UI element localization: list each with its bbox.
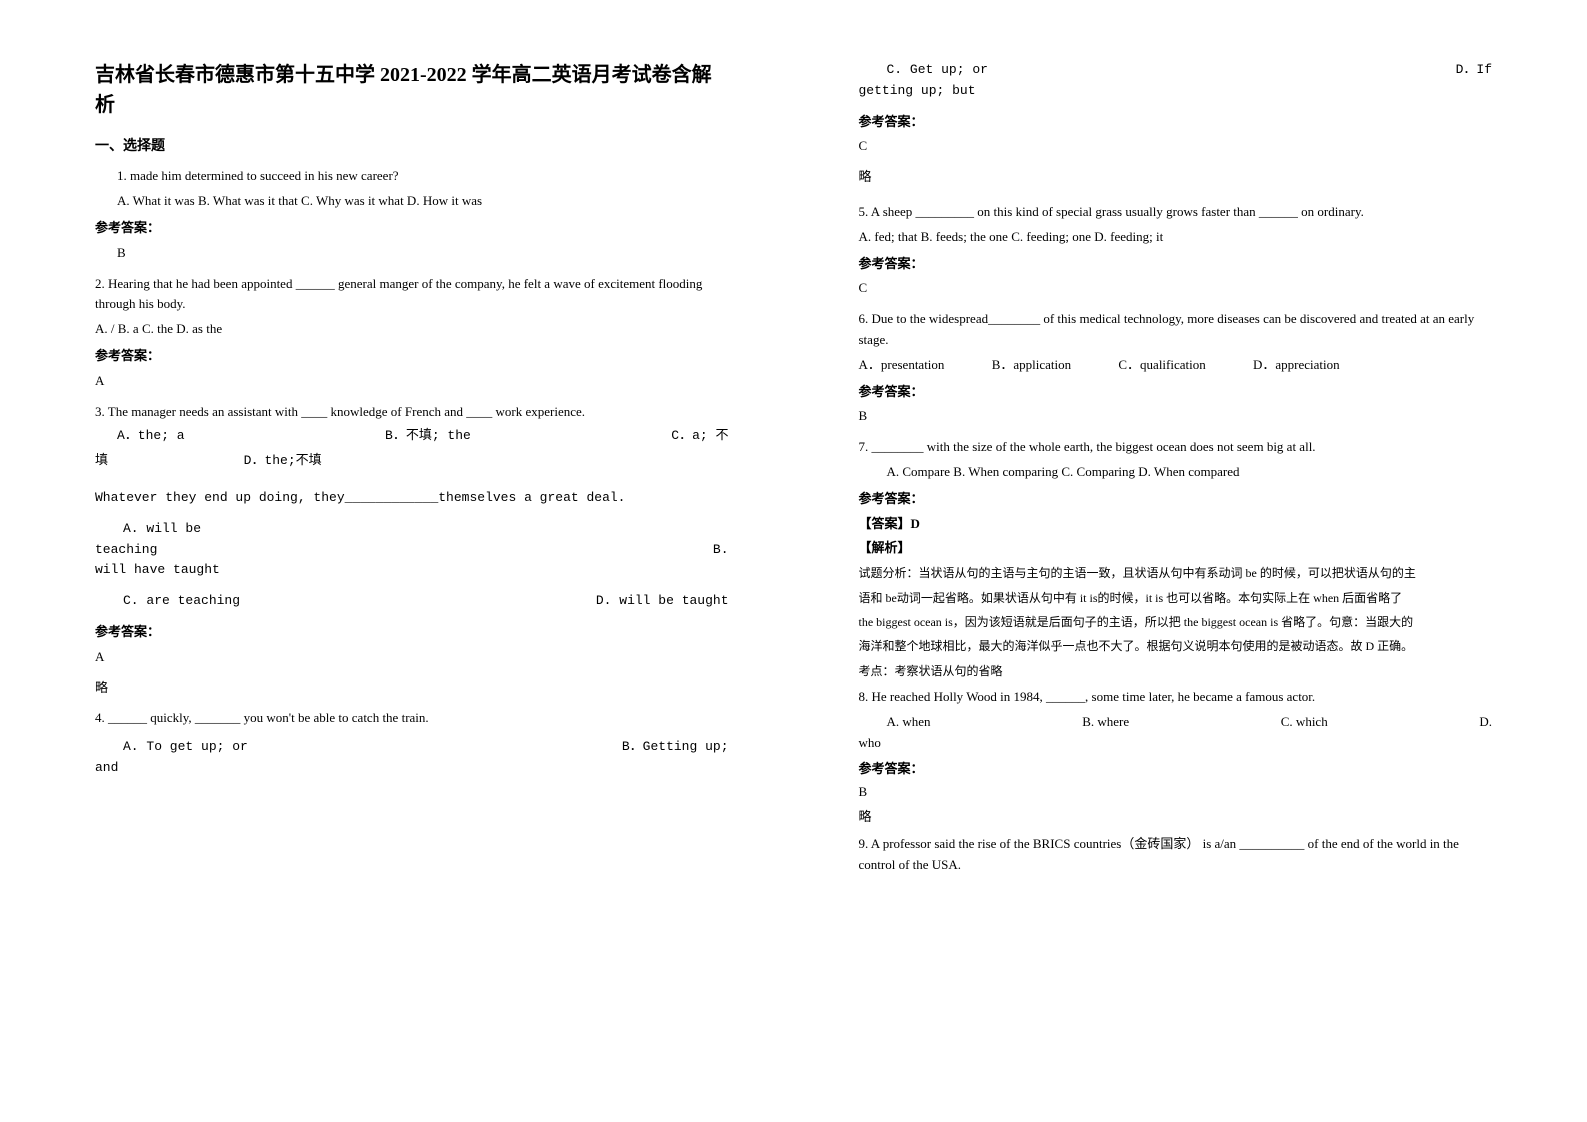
q9-stem: 9. A professor said the rise of the BRIC… — [859, 834, 1493, 876]
answer-label: 参考答案： — [95, 346, 729, 367]
question-8: 8. He reached Holly Wood in 1984, ______… — [859, 687, 1493, 828]
question-4-cont: C. Get up; or D．If getting up; but 参考答案：… — [859, 60, 1493, 188]
q3-stem: 3. The manager needs an assistant with _… — [95, 402, 729, 423]
q3-optC: C．a; 不 — [671, 426, 728, 447]
q3-teaching: teaching — [95, 540, 157, 561]
q3-sa: A. will be — [95, 519, 729, 540]
q3-answer: A — [95, 647, 729, 668]
q7-answer-head: 【答案】D — [859, 514, 1493, 535]
q3-will-have: will have taught — [95, 560, 729, 581]
q8-ob: B. where — [1082, 712, 1129, 733]
q8-oa: A. when — [859, 712, 931, 733]
q4-stem: 4. ______ quickly, _______ you won't be … — [95, 708, 729, 729]
q6-ob: B．application — [992, 357, 1071, 372]
q6-oa: A．presentation — [859, 357, 945, 372]
q5-answer: C — [859, 278, 1493, 299]
q6-answer: B — [859, 406, 1493, 427]
answer-label: 参考答案： — [95, 218, 729, 239]
q4-ob: B．Getting up; — [622, 737, 729, 758]
answer-label: 参考答案： — [859, 759, 1493, 780]
question-3: 3. The manager needs an assistant with _… — [95, 402, 729, 699]
q8-who: who — [859, 733, 1493, 754]
q4-getting: getting up; but — [859, 81, 1493, 102]
q4-answer: C — [859, 136, 1493, 157]
q7-options: A. Compare B. When comparing C. Comparin… — [859, 462, 1493, 483]
q6-od: D．appreciation — [1253, 357, 1340, 372]
q3-optB: B．不填; the — [385, 426, 471, 447]
q2-stem: 2. Hearing that he had been appointed __… — [95, 274, 729, 316]
answer-label: 参考答案： — [859, 112, 1493, 133]
q4-note: 略 — [859, 167, 1493, 188]
q1-stem: 1. made him determined to succeed in his… — [95, 166, 729, 187]
answer-label: 参考答案： — [859, 489, 1493, 510]
q3-row2a: 填 — [95, 453, 108, 468]
q3-sub-stem: Whatever they end up doing, they________… — [95, 488, 729, 509]
q8-answer: B — [859, 782, 1493, 803]
q7-analysis-2: 语和 be动词一起省略。如果状语从句中有 it is的时候，it is 也可以省… — [859, 588, 1493, 608]
q7-jiexi: 【解析】 — [859, 538, 1493, 559]
q7-stem: 7. ________ with the size of the whole e… — [859, 437, 1493, 458]
q3-optA: A．the; a — [95, 426, 185, 447]
q3-sb: B. — [713, 540, 729, 561]
question-1: 1. made him determined to succeed in his… — [95, 166, 729, 263]
q6-stem: 6. Due to the widespread________ of this… — [859, 309, 1493, 351]
question-4: 4. ______ quickly, _______ you won't be … — [95, 708, 729, 778]
q4-oc: C. Get up; or — [859, 60, 988, 81]
q1-options: A. What it was B. What was it that C. Wh… — [95, 191, 729, 212]
answer-label: 参考答案： — [859, 254, 1493, 275]
question-2: 2. Hearing that he had been appointed __… — [95, 274, 729, 392]
q4-od: D．If — [1456, 60, 1492, 81]
right-column: C. Get up; or D．If getting up; but 参考答案：… — [794, 0, 1587, 1122]
q2-options: A. / B. a C. the D. as the — [95, 319, 729, 340]
q7-analysis-3: the biggest ocean is，因为该短语就是后面句子的主语，所以把 … — [859, 612, 1493, 632]
q6-oc: C．qualification — [1118, 357, 1205, 372]
q1-answer: B — [95, 243, 729, 264]
q7-analysis-5: 考点：考察状语从句的省略 — [859, 661, 1493, 681]
q3-row2b: D．the;不填 — [244, 453, 322, 468]
q8-oc: C. which — [1281, 712, 1328, 733]
question-9: 9. A professor said the rise of the BRIC… — [859, 834, 1493, 876]
q8-note: 略 — [859, 807, 1493, 828]
section-heading: 一、选择题 — [95, 136, 729, 158]
q8-od: D. — [1479, 712, 1492, 733]
answer-label: 参考答案： — [95, 622, 729, 643]
q5-stem: 5. A sheep _________ on this kind of spe… — [859, 202, 1493, 223]
q8-stem: 8. He reached Holly Wood in 1984, ______… — [859, 687, 1493, 708]
q4-oa: A. To get up; or — [95, 737, 248, 758]
question-7: 7. ________ with the size of the whole e… — [859, 437, 1493, 681]
q3-sd: D. will be taught — [596, 591, 729, 612]
q3-note: 略 — [95, 678, 729, 699]
q5-options: A. fed; that B. feeds; the one C. feedin… — [859, 227, 1493, 248]
question-5: 5. A sheep _________ on this kind of spe… — [859, 202, 1493, 299]
left-column: 吉林省长春市德惠市第十五中学 2021-2022 学年高二英语月考试卷含解析 一… — [0, 0, 794, 1122]
q7-analysis-4: 海洋和整个地球相比，最大的海洋似乎一点也不大了。根据句义说明本句使用的是被动语态… — [859, 636, 1493, 656]
answer-label: 参考答案： — [859, 382, 1493, 403]
q2-answer: A — [95, 371, 729, 392]
question-6: 6. Due to the widespread________ of this… — [859, 309, 1493, 427]
exam-title: 吉林省长春市德惠市第十五中学 2021-2022 学年高二英语月考试卷含解析 — [95, 60, 729, 120]
q4-and: and — [95, 758, 729, 779]
q3-sc: C. are teaching — [95, 591, 240, 612]
q7-analysis-1: 试题分析：当状语从句的主语与主句的主语一致，且状语从句中有系动词 be 的时候，… — [859, 563, 1493, 583]
